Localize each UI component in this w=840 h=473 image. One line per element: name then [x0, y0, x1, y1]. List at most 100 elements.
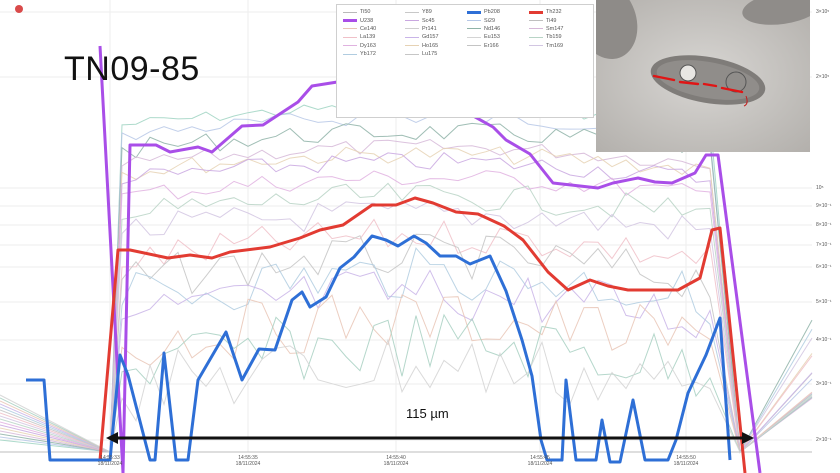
legend-entry[interactable]: Tm169: [529, 42, 591, 50]
legend-swatch: [405, 20, 419, 22]
legend-entry[interactable]: Pr141: [405, 25, 467, 33]
legend-entry[interactable]: Ho165: [405, 42, 467, 50]
legend-label: Ti49: [546, 17, 557, 24]
legend-label: Th232: [546, 9, 562, 16]
legend-swatch: [529, 45, 543, 47]
y-tick-label: 6×10⁻¹: [816, 264, 832, 270]
background-series-line: [0, 247, 813, 454]
background-series-line: [0, 200, 813, 454]
legend-label: Tb159: [546, 34, 562, 41]
x-tick-label: 14:55:50 18/11/2024: [666, 455, 706, 467]
legend-swatch: [467, 10, 481, 14]
record-icon[interactable]: [15, 5, 23, 13]
sample-title: TN09-85: [64, 50, 200, 88]
legend-label: Ti50: [360, 9, 371, 16]
background-series-line: [0, 138, 813, 453]
legend-entry[interactable]: Tb159: [529, 33, 591, 41]
x-tick-date: 18/11/2024: [527, 461, 553, 467]
legend-entry[interactable]: La139: [343, 33, 405, 41]
y-tick-label: 9×10⁻¹: [816, 203, 832, 209]
legend-swatch: [405, 11, 419, 13]
scale-bar: [106, 432, 754, 444]
legend-entry[interactable]: Ce140: [343, 25, 405, 33]
legend-entry[interactable]: Si29: [467, 16, 529, 24]
legend-swatch: [405, 53, 419, 55]
x-tick-label: 14:55:35 18/11/2024: [228, 455, 268, 467]
legend-entry[interactable]: U238: [343, 16, 405, 24]
background-series-line: [0, 269, 813, 454]
legend-entry[interactable]: Yb172: [343, 50, 405, 58]
legend-swatch: [405, 36, 419, 38]
series-line-th232: [98, 196, 747, 473]
legend-entry[interactable]: Er166: [467, 42, 529, 50]
legend-label: Yb172: [360, 51, 376, 58]
x-tick-time: 14:55:33: [100, 455, 120, 461]
chart-legend: Ti50 Y89 Pb208 Th232 U238 Sc45 Si29 Ti49 Ce140 Pr…: [336, 4, 594, 118]
legend-entry[interactable]: Th232: [529, 8, 591, 16]
y-tick-label: 8×10⁻¹: [816, 222, 832, 228]
y-tick-label: 10⁵: [816, 185, 824, 191]
legend-label: Ho165: [422, 42, 439, 49]
background-series-line: [0, 313, 813, 453]
scale-bar-label: 115 µm: [406, 406, 449, 421]
legend-swatch: [343, 36, 357, 38]
legend-swatch: [343, 45, 357, 47]
legend-label: Pr141: [422, 25, 437, 32]
background-series-line: [0, 233, 813, 454]
y-tick-label: 3×10⁵: [816, 9, 830, 15]
legend-label: Ce140: [360, 25, 377, 32]
legend-swatch: [467, 45, 481, 47]
legend-label: Er166: [484, 42, 499, 49]
legend-label: Y89: [422, 9, 432, 16]
legend-entry[interactable]: Nd146: [467, 25, 529, 33]
legend-swatch: [405, 45, 419, 47]
legend-label: Nd146: [484, 25, 501, 32]
legend-label: La139: [360, 34, 376, 41]
series-line-pb208: [26, 234, 732, 464]
x-tick-date: 18/11/2024: [235, 461, 261, 467]
legend-swatch: [529, 28, 543, 30]
legend-swatch: [529, 10, 543, 14]
legend-swatch: [405, 28, 419, 30]
legend-entry[interactable]: Sc45: [405, 16, 467, 24]
legend-label: Sm147: [546, 25, 564, 32]
background-series-line: [0, 182, 813, 453]
legend-label: U238: [360, 17, 374, 24]
background-series-line: [0, 152, 813, 453]
x-tick-time: 14:55:40: [386, 455, 406, 461]
legend-swatch: [343, 11, 357, 13]
legend-entry[interactable]: Pb208: [467, 8, 529, 16]
legend-swatch: [343, 53, 357, 55]
legend-label: Tm169: [546, 42, 564, 49]
legend-swatch: [467, 36, 481, 38]
y-tick-label: 2×10⁵: [816, 74, 830, 80]
legend-label: Sc45: [422, 17, 435, 24]
x-tick-label: 14:55:40 18/11/2024: [376, 455, 416, 467]
legend-entry[interactable]: Eu153: [467, 33, 529, 41]
legend-entry[interactable]: Ti50: [343, 8, 405, 16]
y-tick-label: 2×10⁻¹: [816, 437, 832, 443]
x-tick-label: 14:55:45 18/11/2024: [520, 455, 560, 467]
legend-entry[interactable]: Lu175: [405, 50, 467, 58]
background-series-line: [0, 170, 813, 453]
x-tick-time: 14:55:35: [238, 455, 258, 461]
legend-swatch: [467, 20, 481, 22]
legend-entry[interactable]: Dy163: [343, 42, 405, 50]
x-tick-label: 14:55:33 18/11/2024: [90, 455, 130, 467]
legend-entry[interactable]: Gd157: [405, 33, 467, 41]
y-tick-label: 5×10⁻¹: [816, 299, 832, 305]
background-series-line: [0, 146, 813, 454]
x-tick-date: 18/11/2024: [673, 461, 699, 467]
legend-entry[interactable]: Y89: [405, 8, 467, 16]
legend-entry[interactable]: Sm147: [529, 25, 591, 33]
legend-label: Si29: [484, 17, 496, 24]
x-tick-date: 18/11/2024: [383, 461, 409, 467]
background-series-line: [0, 294, 813, 453]
legend-label: Pb208: [484, 9, 500, 16]
background-series-line: [0, 338, 813, 453]
legend-label: Lu175: [422, 51, 438, 58]
legend-swatch: [529, 20, 543, 22]
y-tick-label: 3×10⁻¹: [816, 381, 832, 387]
legend-swatch: [343, 19, 357, 23]
legend-entry[interactable]: Ti49: [529, 16, 591, 24]
